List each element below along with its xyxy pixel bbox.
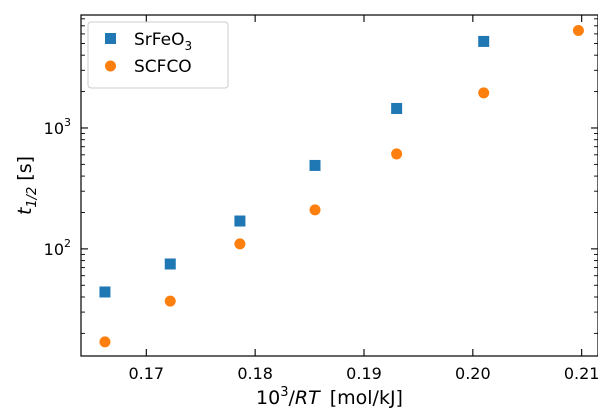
- x-axis-label-var: RT: [295, 387, 321, 409]
- x-tick-label: 0.20: [455, 364, 491, 383]
- data-point-scfco: [309, 204, 321, 216]
- data-point-srfeo3: [478, 35, 490, 47]
- tick-labels: 0.17 0.18 0.19 0.20 0.21 102 103: [44, 116, 598, 383]
- x-tick-label: 0.19: [346, 364, 382, 383]
- legend-label-srfeo3: SrFeO3: [134, 30, 192, 53]
- y-tick-label: 103: [44, 116, 71, 138]
- legend-label-srfeo3-sub: 3: [184, 39, 192, 53]
- x-axis-label-sup: 3: [280, 385, 288, 400]
- data-point-scfco: [572, 25, 584, 37]
- x-tick-label: 0.17: [128, 364, 164, 383]
- data-point-srfeo3: [234, 215, 246, 227]
- legend-label-scfco: SCFCO: [134, 57, 192, 77]
- legend-marker-square: [105, 33, 116, 44]
- x-tick-label: 0.21: [564, 364, 598, 383]
- x-axis-label-unit: [mol/kJ]: [330, 387, 403, 409]
- y-axis-label-unit: [s]: [14, 156, 36, 181]
- y-axis-label-sub: 1/2: [25, 187, 40, 208]
- plot-frame: [80, 14, 598, 357]
- data-points: [99, 25, 584, 348]
- y-axis-label: t1/2 [s]: [14, 156, 40, 215]
- legend: SrFeO3 SCFCO: [87, 21, 229, 89]
- data-point-srfeo3: [164, 258, 176, 270]
- data-point-srfeo3: [309, 159, 321, 171]
- x-axis-label-base: 10: [256, 387, 280, 409]
- y-tick-label: 102: [44, 237, 71, 259]
- data-point-scfco: [234, 238, 246, 250]
- data-point-scfco: [164, 295, 176, 307]
- data-point-scfco: [391, 148, 403, 160]
- data-point-scfco: [99, 336, 111, 348]
- y-axis-label-var: t: [14, 206, 36, 215]
- data-point-srfeo3: [391, 102, 403, 114]
- legend-marker-circle: [105, 60, 116, 72]
- data-point-srfeo3: [99, 286, 111, 298]
- x-axis-label: 103/RT [mol/kJ]: [256, 385, 403, 409]
- data-point-scfco: [478, 87, 490, 99]
- legend-box: [87, 21, 229, 89]
- axis-ticks: [81, 15, 598, 356]
- legend-label-scfco-text: SCFCO: [134, 57, 192, 77]
- legend-label-srfeo3-text: SrFeO: [134, 30, 184, 50]
- x-tick-label: 0.18: [237, 364, 273, 383]
